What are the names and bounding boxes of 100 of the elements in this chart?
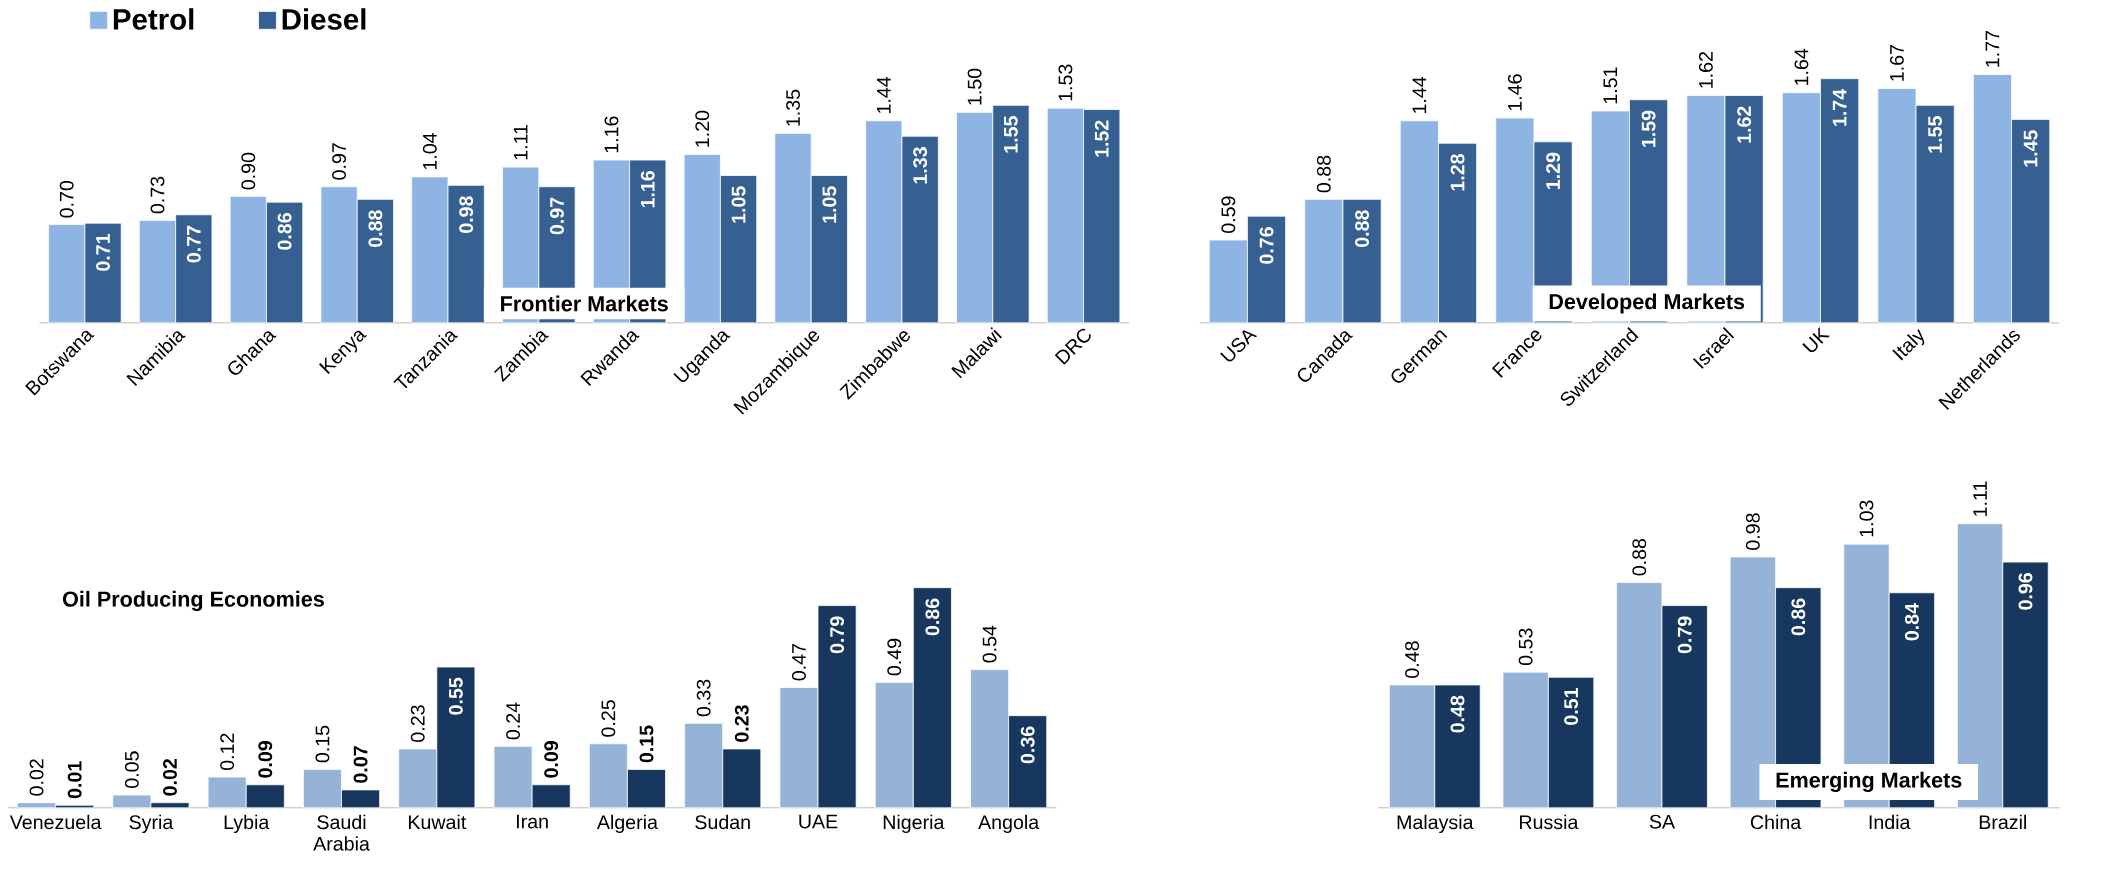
data-label: 0.86 bbox=[1791, 598, 1806, 636]
data-label: 0.54 bbox=[982, 625, 997, 663]
x-tick-label: USA bbox=[1220, 330, 1258, 362]
x-tick-label: Russia bbox=[1519, 814, 1579, 830]
data-label: 0.53 bbox=[1518, 628, 1533, 666]
x-tick-label: Kuwait bbox=[408, 814, 467, 830]
x-tick-label: Saudi Arabia bbox=[313, 814, 370, 851]
data-label: 1.45 bbox=[2023, 130, 2038, 167]
x-tick-label: Lybia bbox=[224, 814, 270, 834]
data-label: 1.59 bbox=[1641, 110, 1656, 148]
annotation: Developed Markets bbox=[1549, 293, 1745, 314]
annotation: Oil Producing Economies bbox=[62, 591, 324, 612]
data-label: 0.98 bbox=[459, 196, 474, 234]
x-tick-label: UK bbox=[1802, 327, 1830, 353]
data-label: 0.73 bbox=[150, 177, 165, 214]
data-label: 1.51 bbox=[1603, 67, 1618, 104]
data-label: 1.55 bbox=[1928, 116, 1942, 153]
x-tick-label: Italy bbox=[1892, 329, 1925, 361]
data-label: 1.50 bbox=[967, 68, 982, 105]
data-label: 0.97 bbox=[332, 143, 347, 180]
data-label: 0.09 bbox=[544, 741, 559, 778]
data-label: 0.97 bbox=[550, 198, 564, 235]
data-label: 0.01 bbox=[67, 761, 82, 799]
data-label: 1.46 bbox=[1507, 74, 1522, 111]
x-tick-label: China bbox=[1750, 814, 1802, 830]
x-tick-label: Angola bbox=[978, 814, 1040, 834]
data-label: 0.25 bbox=[601, 700, 616, 737]
data-label: 0.55 bbox=[448, 678, 463, 715]
data-label: 0.59 bbox=[1221, 196, 1236, 234]
x-tick-label: Sudan bbox=[695, 814, 750, 830]
data-label: 1.67 bbox=[1889, 45, 1904, 81]
data-label: 0.09 bbox=[258, 741, 273, 778]
x-tick-label: Algeria bbox=[596, 814, 658, 834]
data-label: 1.03 bbox=[1859, 500, 1874, 537]
data-label: 0.70 bbox=[59, 181, 74, 218]
data-label: 0.02 bbox=[29, 759, 44, 796]
data-label: 0.88 bbox=[1355, 210, 1369, 248]
annotation: Emerging Markets bbox=[1776, 772, 1962, 793]
data-label: 1.53 bbox=[1058, 64, 1073, 101]
x-tick-label: UAE bbox=[799, 814, 838, 829]
data-label: 0.24 bbox=[506, 702, 520, 740]
data-label: 0.48 bbox=[1450, 695, 1465, 733]
data-label: 1.52 bbox=[1094, 120, 1109, 157]
data-label: 0.49 bbox=[887, 639, 902, 676]
legend-label: Diesel bbox=[282, 8, 366, 31]
data-label: 0.90 bbox=[241, 153, 256, 190]
data-label: 1.05 bbox=[731, 186, 746, 223]
x-tick-label: Syria bbox=[129, 814, 174, 834]
data-label: 0.98 bbox=[1745, 513, 1760, 551]
x-tick-label: India bbox=[1869, 814, 1911, 830]
data-label: 1.62 bbox=[1737, 106, 1752, 143]
data-label: 1.77 bbox=[1985, 31, 2000, 67]
data-label: 1.64 bbox=[1794, 49, 1809, 86]
data-label: 1.04 bbox=[422, 133, 437, 170]
data-label: 1.16 bbox=[604, 116, 619, 153]
data-label: 1.35 bbox=[786, 89, 800, 126]
data-label: 0.23 bbox=[410, 705, 425, 743]
data-label: 0.76 bbox=[1259, 227, 1274, 265]
legend-label: Petrol bbox=[113, 8, 194, 31]
data-label: 0.15 bbox=[639, 725, 654, 763]
data-label: 0.86 bbox=[925, 598, 940, 636]
x-tick-label: Brazil bbox=[1979, 814, 2026, 830]
data-label: 0.05 bbox=[124, 751, 139, 789]
data-label: 1.33 bbox=[913, 147, 928, 184]
x-tick-label: SA bbox=[1649, 814, 1676, 829]
data-label: 0.15 bbox=[315, 725, 330, 763]
data-label: 1.62 bbox=[1698, 52, 1713, 88]
data-label: 0.23 bbox=[734, 705, 749, 743]
data-label: 0.77 bbox=[186, 226, 201, 263]
data-label: 1.74 bbox=[1832, 89, 1847, 127]
data-label: 0.51 bbox=[1564, 688, 1579, 726]
data-label: 1.44 bbox=[1412, 77, 1427, 114]
data-label: 1.55 bbox=[1004, 116, 1018, 153]
data-label: 0.47 bbox=[792, 644, 806, 681]
data-label: 1.28 bbox=[1450, 154, 1465, 191]
data-label: 0.48 bbox=[1405, 641, 1419, 679]
data-label: 1.16 bbox=[640, 171, 655, 208]
data-label: 0.71 bbox=[96, 234, 110, 272]
data-label: 0.88 bbox=[368, 210, 383, 248]
data-label: 0.36 bbox=[1020, 726, 1035, 764]
data-label: 0.86 bbox=[277, 213, 292, 251]
x-tick-label: Nigeria bbox=[883, 814, 945, 834]
data-label: 0.79 bbox=[1677, 616, 1692, 654]
data-label: 1.11 bbox=[513, 125, 528, 160]
x-tick-label: Venezuela bbox=[9, 814, 102, 830]
data-label: 0.33 bbox=[696, 679, 711, 717]
data-label: 0.88 bbox=[1316, 155, 1331, 193]
x-tick-label: Iran bbox=[517, 814, 548, 829]
x-tick-label: Malaysia bbox=[1397, 814, 1474, 834]
data-label: 0.07 bbox=[353, 746, 368, 784]
data-label: 0.79 bbox=[830, 616, 845, 654]
annotation: Frontier Markets bbox=[501, 295, 668, 312]
data-label: 1.29 bbox=[1546, 153, 1561, 190]
data-label: 0.12 bbox=[220, 733, 235, 771]
data-label: 1.05 bbox=[822, 186, 837, 223]
data-label: 0.96 bbox=[2018, 573, 2033, 610]
data-label: 1.20 bbox=[695, 110, 710, 147]
data-label: 1.44 bbox=[877, 77, 891, 114]
data-label: 0.88 bbox=[1632, 539, 1647, 576]
data-label: 0.02 bbox=[163, 759, 177, 796]
